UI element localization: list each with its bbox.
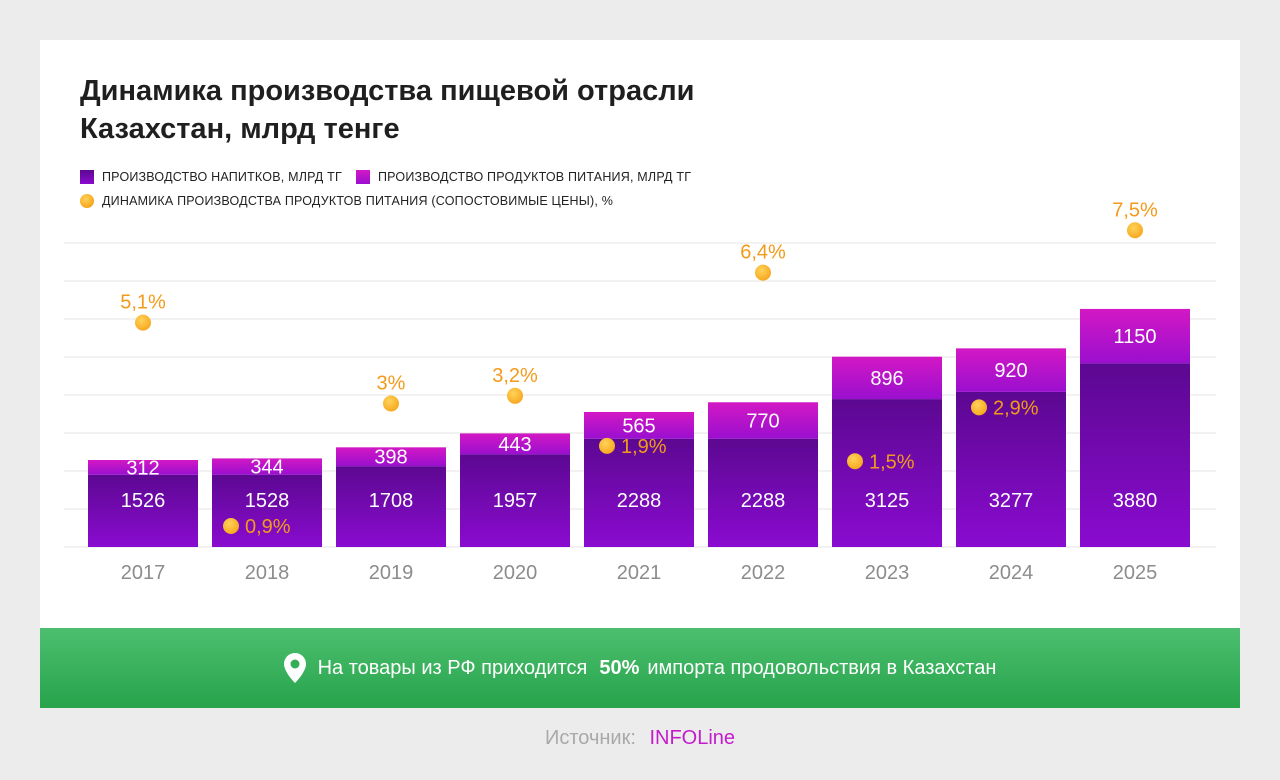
dynamics-point xyxy=(383,395,399,412)
bar-beverages-2023 xyxy=(832,399,942,547)
value-label-beverages: 3880 xyxy=(1113,490,1158,512)
dynamics-point xyxy=(847,453,863,470)
value-label-beverages: 1526 xyxy=(121,490,166,512)
legend-label-beverages: ПРОИЗВОДСТВО НАПИТКОВ, МЛРД ТГ xyxy=(102,170,342,184)
value-label-food: 896 xyxy=(870,368,903,390)
banner-text-after: импорта продовольствия в Казахстан xyxy=(647,656,997,679)
dynamics-point xyxy=(135,314,151,331)
value-label-food: 344 xyxy=(250,457,283,479)
value-label-beverages: 1957 xyxy=(493,490,538,512)
value-label-food: 1150 xyxy=(1113,326,1156,348)
bar-food-2021 xyxy=(584,411,694,439)
legend: ПРОИЗВОДСТВО НАПИТКОВ, МЛРД ТГ ПРОИЗВОДС… xyxy=(80,170,705,184)
bar-beverages-2020 xyxy=(460,454,570,547)
x-tick-label: 2020 xyxy=(493,562,538,584)
value-label-beverages: 3277 xyxy=(989,490,1034,512)
dynamics-point xyxy=(971,399,987,416)
bar-food-2020 xyxy=(460,433,570,455)
value-label-beverages: 2288 xyxy=(617,490,662,512)
dynamics-point xyxy=(599,437,615,454)
x-tick-label: 2022 xyxy=(741,562,786,584)
source-value[interactable]: INFOLine xyxy=(649,727,736,749)
bar-beverages-2022 xyxy=(708,438,818,547)
banner-text-before: На товары из РФ приходится xyxy=(317,656,588,679)
dynamics-label: 0,9% xyxy=(245,516,291,538)
value-label-beverages: 3125 xyxy=(865,490,910,512)
x-tick-label: 2024 xyxy=(989,562,1034,584)
legend-swatch-beverages xyxy=(80,170,94,184)
bar-food-2019 xyxy=(336,447,446,467)
legend-dynamics: ДИНАМИКА ПРОИЗВОДСТВА ПРОДУКТОВ ПИТАНИЯ … xyxy=(80,194,627,208)
bar-food-2017 xyxy=(88,460,198,475)
value-label-beverages: 1708 xyxy=(369,490,414,512)
bar-food-2025 xyxy=(1080,308,1190,364)
value-label-beverages: 1528 xyxy=(245,490,290,512)
source-line: Источник: INFOLine xyxy=(0,727,1280,750)
x-tick-label: 2019 xyxy=(369,562,414,584)
chart-title: Динамика производства пищевой отрасли Ка… xyxy=(80,75,695,145)
x-tick-label: 2021 xyxy=(617,562,662,584)
banner-highlight: 50% xyxy=(599,656,640,679)
dynamics-label: 1,5% xyxy=(869,451,915,473)
value-label-beverages: 2288 xyxy=(741,490,786,512)
bar-beverages-2017 xyxy=(88,474,198,547)
bar-food-2023 xyxy=(832,356,942,400)
bar-food-2022 xyxy=(708,402,818,439)
bar-beverages-2025 xyxy=(1080,363,1190,547)
dynamics-point xyxy=(755,264,771,281)
legend-label-dynamics: ДИНАМИКА ПРОИЗВОДСТВА ПРОДУКТОВ ПИТАНИЯ … xyxy=(102,194,614,208)
value-label-food: 312 xyxy=(126,457,159,479)
dynamics-label: 6,4% xyxy=(740,242,786,264)
legend-label-food: ПРОИЗВОДСТВО ПРОДУКТОВ ПИТАНИЯ, МЛРД ТГ xyxy=(377,170,692,184)
bar-beverages-2021 xyxy=(584,438,694,547)
source-label: Источник: xyxy=(544,727,636,749)
value-label-food: 443 xyxy=(498,434,531,456)
dynamics-point xyxy=(507,387,523,404)
dynamics-label: 2,9% xyxy=(993,397,1039,419)
dynamics-label: 3,2% xyxy=(492,365,538,387)
dynamics-point xyxy=(223,518,239,534)
x-tick-label: 2018 xyxy=(245,562,290,584)
value-label-food: 398 xyxy=(374,447,407,469)
dynamics-label: 7,5% xyxy=(1112,199,1158,221)
legend-swatch-dynamics xyxy=(80,194,94,208)
bar-food-2024 xyxy=(956,348,1066,392)
bar-food-2018 xyxy=(212,458,322,475)
info-banner: На товары из РФ приходится 50% импорта п… xyxy=(40,628,1240,708)
location-pin-icon xyxy=(283,653,306,683)
dynamics-label: 3% xyxy=(377,373,406,395)
x-tick-label: 2023 xyxy=(865,562,910,584)
bar-beverages-2018 xyxy=(212,474,322,547)
x-tick-label: 2025 xyxy=(1113,562,1158,584)
value-label-food: 565 xyxy=(622,415,655,437)
legend-swatch-food xyxy=(355,170,370,184)
x-tick-label: 2017 xyxy=(121,562,166,584)
legend-item-dynamics: ДИНАМИКА ПРОИЗВОДСТВА ПРОДУКТОВ ПИТАНИЯ … xyxy=(80,194,613,208)
dynamics-point xyxy=(1127,222,1143,239)
value-label-food: 770 xyxy=(746,410,779,432)
legend-item-food: ПРОИЗВОДСТВО ПРОДУКТОВ ПИТАНИЯ, МЛРД ТГ xyxy=(355,170,692,184)
dynamics-label: 1,9% xyxy=(621,436,667,458)
legend-item-beverages: ПРОИЗВОДСТВО НАПИТКОВ, МЛРД ТГ xyxy=(80,170,342,184)
bar-beverages-2024 xyxy=(956,391,1066,547)
value-label-food: 920 xyxy=(994,360,1027,382)
bar-beverages-2019 xyxy=(336,466,446,547)
dynamics-label: 5,1% xyxy=(120,292,166,314)
